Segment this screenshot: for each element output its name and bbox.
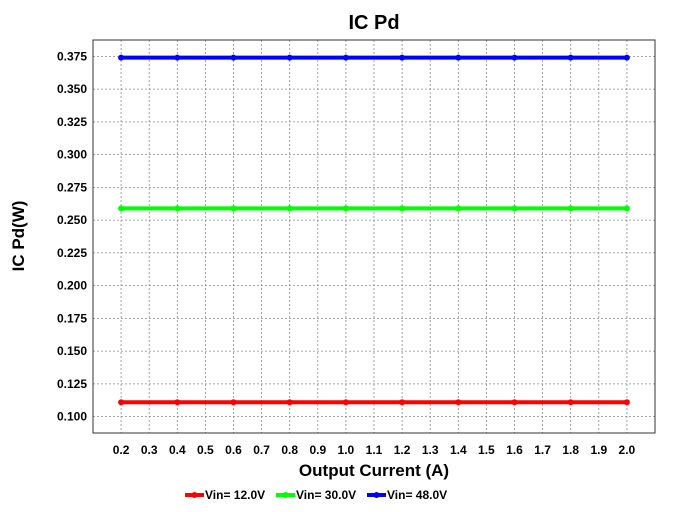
series-3	[118, 54, 630, 61]
data-point	[118, 54, 125, 61]
x-tick-label: 1.1	[366, 443, 383, 457]
data-point	[567, 205, 574, 212]
legend-item: Vin= 12.0V	[185, 488, 265, 502]
data-point	[174, 54, 181, 61]
data-point	[511, 399, 518, 406]
x-tick-label: 1.9	[590, 443, 607, 457]
y-tick-label: 0.325	[57, 115, 87, 129]
data-point	[230, 205, 237, 212]
legend-item: Vin= 48.0V	[367, 488, 447, 502]
x-tick-label: 0.6	[225, 443, 242, 457]
y-axis-label: IC Pd(W)	[9, 201, 28, 272]
legend-item: Vin= 30.0V	[276, 488, 356, 502]
x-tick-label: 1.4	[450, 443, 467, 457]
x-axis-label: Output Current (A)	[299, 461, 449, 480]
series-layer	[118, 54, 630, 406]
legend-label: Vin= 48.0V	[387, 488, 447, 502]
data-point	[567, 399, 574, 406]
y-tick-label: 0.375	[57, 49, 87, 63]
data-point	[455, 399, 462, 406]
x-tick-label: 0.7	[253, 443, 270, 457]
grid	[93, 40, 655, 433]
x-tick-label: 0.5	[197, 443, 214, 457]
y-tick-label: 0.350	[57, 82, 87, 96]
data-point	[118, 205, 125, 212]
x-tick-label: 2.0	[619, 443, 636, 457]
y-tick-label: 0.100	[57, 410, 87, 424]
data-point	[511, 205, 518, 212]
y-tick-label: 0.300	[57, 148, 87, 162]
x-tick-label: 1.5	[478, 443, 495, 457]
data-point	[230, 54, 237, 61]
data-point	[342, 205, 349, 212]
x-tick-label: 0.2	[113, 443, 130, 457]
y-tick-label: 0.275	[57, 180, 87, 194]
data-point	[286, 54, 293, 61]
y-tick-labels: 0.100 0.125 0.150 0.175 0.200 0.225 0.250 0.275…	[57, 49, 87, 423]
y-tick-label: 0.200	[57, 279, 87, 293]
data-point	[455, 205, 462, 212]
x-tick-label: 0.3	[141, 443, 158, 457]
legend-marker	[191, 492, 198, 498]
x-tick-label: 0.9	[309, 443, 326, 457]
data-point	[399, 54, 406, 61]
data-point	[399, 399, 406, 406]
x-tick-label: 0.4	[169, 443, 186, 457]
x-tick-labels: 0.2 0.3 0.4 0.5 0.6 0.7 0.8 0.9 1.0 1.1 1.2 1.3 1.4 1…	[113, 443, 636, 457]
x-tick-label: 1.8	[562, 443, 579, 457]
data-point	[623, 54, 630, 61]
y-tick-label: 0.175	[57, 311, 87, 325]
y-tick-label: 0.150	[57, 344, 87, 358]
data-point	[511, 54, 518, 61]
data-point	[455, 54, 462, 61]
data-point	[118, 399, 125, 406]
x-tick-label: 1.7	[534, 443, 551, 457]
x-tick-label: 1.6	[506, 443, 523, 457]
data-point	[342, 54, 349, 61]
plot-frame	[92, 39, 656, 434]
x-tick-label: 1.0	[338, 443, 355, 457]
legend: Vin= 12.0V Vin= 30.0V Vin= 48.0V	[185, 488, 447, 502]
x-tick-label: 0.8	[281, 443, 298, 457]
data-point	[286, 205, 293, 212]
x-tick-label: 1.2	[394, 443, 411, 457]
y-tick-label: 0.225	[57, 246, 87, 260]
data-point	[623, 205, 630, 212]
y-tick-label: 0.250	[57, 213, 87, 227]
legend-marker	[373, 492, 380, 498]
legend-label: Vin= 12.0V	[205, 488, 265, 502]
x-tick-label: 1.3	[422, 443, 439, 457]
data-point	[623, 399, 630, 406]
data-point	[567, 54, 574, 61]
data-point	[342, 399, 349, 406]
data-point	[174, 205, 181, 212]
data-point	[399, 205, 406, 212]
y-tick-label: 0.125	[57, 377, 87, 391]
data-point	[230, 399, 237, 406]
series-2	[118, 205, 630, 212]
chart-title: IC Pd	[348, 12, 399, 34]
legend-label: Vin= 30.0V	[296, 488, 356, 502]
data-point	[286, 399, 293, 406]
series-1	[118, 399, 630, 406]
legend-marker	[282, 492, 289, 498]
data-point	[174, 399, 181, 406]
